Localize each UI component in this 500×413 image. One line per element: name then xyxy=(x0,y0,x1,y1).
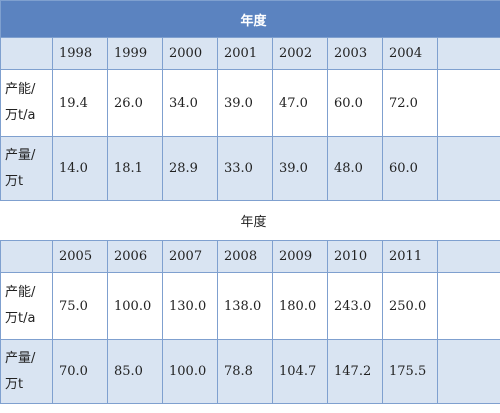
data-row: 产能/万t/a 19.4 26.0 34.0 39.0 47.0 60.0 72.0 xyxy=(0,69,500,137)
value-cell: 60.0 xyxy=(327,69,383,137)
value-cell: 26.0 xyxy=(107,69,163,137)
value-cell: 180.0 xyxy=(272,272,328,340)
value-cell: 47.0 xyxy=(272,69,328,137)
year-cell: 2006 xyxy=(107,240,163,273)
data-table: 年度 1998 1999 2000 2001 2002 2003 2004 产能/万t/a 19.… xyxy=(0,0,500,404)
value-cell: 75.0 xyxy=(52,272,108,340)
year-cell: 2002 xyxy=(272,37,328,70)
empty-cell xyxy=(436,240,500,273)
value-cell: 33.0 xyxy=(217,136,273,201)
row-label: 产能/万t/a xyxy=(0,69,53,137)
value-cell: 85.0 xyxy=(107,339,163,404)
year-cell: 2011 xyxy=(382,240,438,273)
header-cell: 年度 xyxy=(0,0,500,38)
empty-cell xyxy=(436,136,500,201)
value-cell: 100.0 xyxy=(162,339,218,404)
empty-cell xyxy=(436,69,500,137)
header-text: 年度 xyxy=(240,215,267,230)
value-cell: 39.0 xyxy=(217,69,273,137)
value-cell: 78.8 xyxy=(217,339,273,404)
header-row: 年度 xyxy=(0,0,500,38)
value-cell: 18.1 xyxy=(107,136,163,201)
value-cell: 72.0 xyxy=(382,69,438,137)
header-cell: 年度 xyxy=(0,200,500,241)
year-cell: 1999 xyxy=(107,37,163,70)
label-line: 万t/a xyxy=(5,108,36,123)
empty-cell xyxy=(436,37,500,70)
year-cell: 2008 xyxy=(217,240,273,273)
data-row: 产量/万t 14.0 18.1 28.9 33.0 39.0 48.0 60.0 xyxy=(0,136,500,201)
value-cell: 130.0 xyxy=(162,272,218,340)
year-cell: 2004 xyxy=(382,37,438,70)
row-label: 产量/万t xyxy=(0,339,53,404)
value-cell: 60.0 xyxy=(382,136,438,201)
row-label: 产量/万t xyxy=(0,136,53,201)
label-line: 产量/ xyxy=(5,350,36,366)
data-row: 产量/万t 70.0 85.0 100.0 78.8 104.7 147.2 175.5 xyxy=(0,339,500,404)
value-cell: 70.0 xyxy=(52,339,108,404)
value-cell: 250.0 xyxy=(382,272,438,340)
value-cell: 100.0 xyxy=(107,272,163,340)
value-cell: 19.4 xyxy=(52,69,108,137)
label-line: 产能/ xyxy=(5,82,36,97)
value-cell: 39.0 xyxy=(272,136,328,201)
value-cell: 34.0 xyxy=(162,69,218,137)
label-line: 万t xyxy=(5,376,24,392)
empty-cell xyxy=(0,37,53,70)
value-cell: 147.2 xyxy=(327,339,383,404)
value-cell: 104.7 xyxy=(272,339,328,404)
header-row: 年度 xyxy=(0,200,500,241)
year-cell: 2003 xyxy=(327,37,383,70)
empty-cell xyxy=(0,240,53,273)
label-line: 产能/ xyxy=(5,285,36,300)
label-line: 万t xyxy=(5,173,24,189)
year-cell: 2009 xyxy=(272,240,328,273)
year-cell: 2005 xyxy=(52,240,108,273)
header-text: 年度 xyxy=(240,13,267,29)
label-line: 万t/a xyxy=(5,311,36,326)
value-cell: 28.9 xyxy=(162,136,218,201)
value-cell: 243.0 xyxy=(327,272,383,340)
empty-cell xyxy=(436,339,500,404)
year-cell: 2007 xyxy=(162,240,218,273)
label-line: 产量/ xyxy=(5,147,36,163)
value-cell: 138.0 xyxy=(217,272,273,340)
year-cell: 2001 xyxy=(217,37,273,70)
year-cell: 1998 xyxy=(52,37,108,70)
value-cell: 48.0 xyxy=(327,136,383,201)
data-row: 产能/万t/a 75.0 100.0 130.0 138.0 180.0 243.0 250.… xyxy=(0,272,500,340)
row-label: 产能/万t/a xyxy=(0,272,53,340)
value-cell: 175.5 xyxy=(382,339,438,404)
value-cell: 14.0 xyxy=(52,136,108,201)
year-row: 2005 2006 2007 2008 2009 2010 2011 xyxy=(0,240,500,273)
empty-cell xyxy=(436,272,500,340)
year-row: 1998 1999 2000 2001 2002 2003 2004 xyxy=(0,37,500,70)
year-cell: 2000 xyxy=(162,37,218,70)
year-cell: 2010 xyxy=(327,240,383,273)
